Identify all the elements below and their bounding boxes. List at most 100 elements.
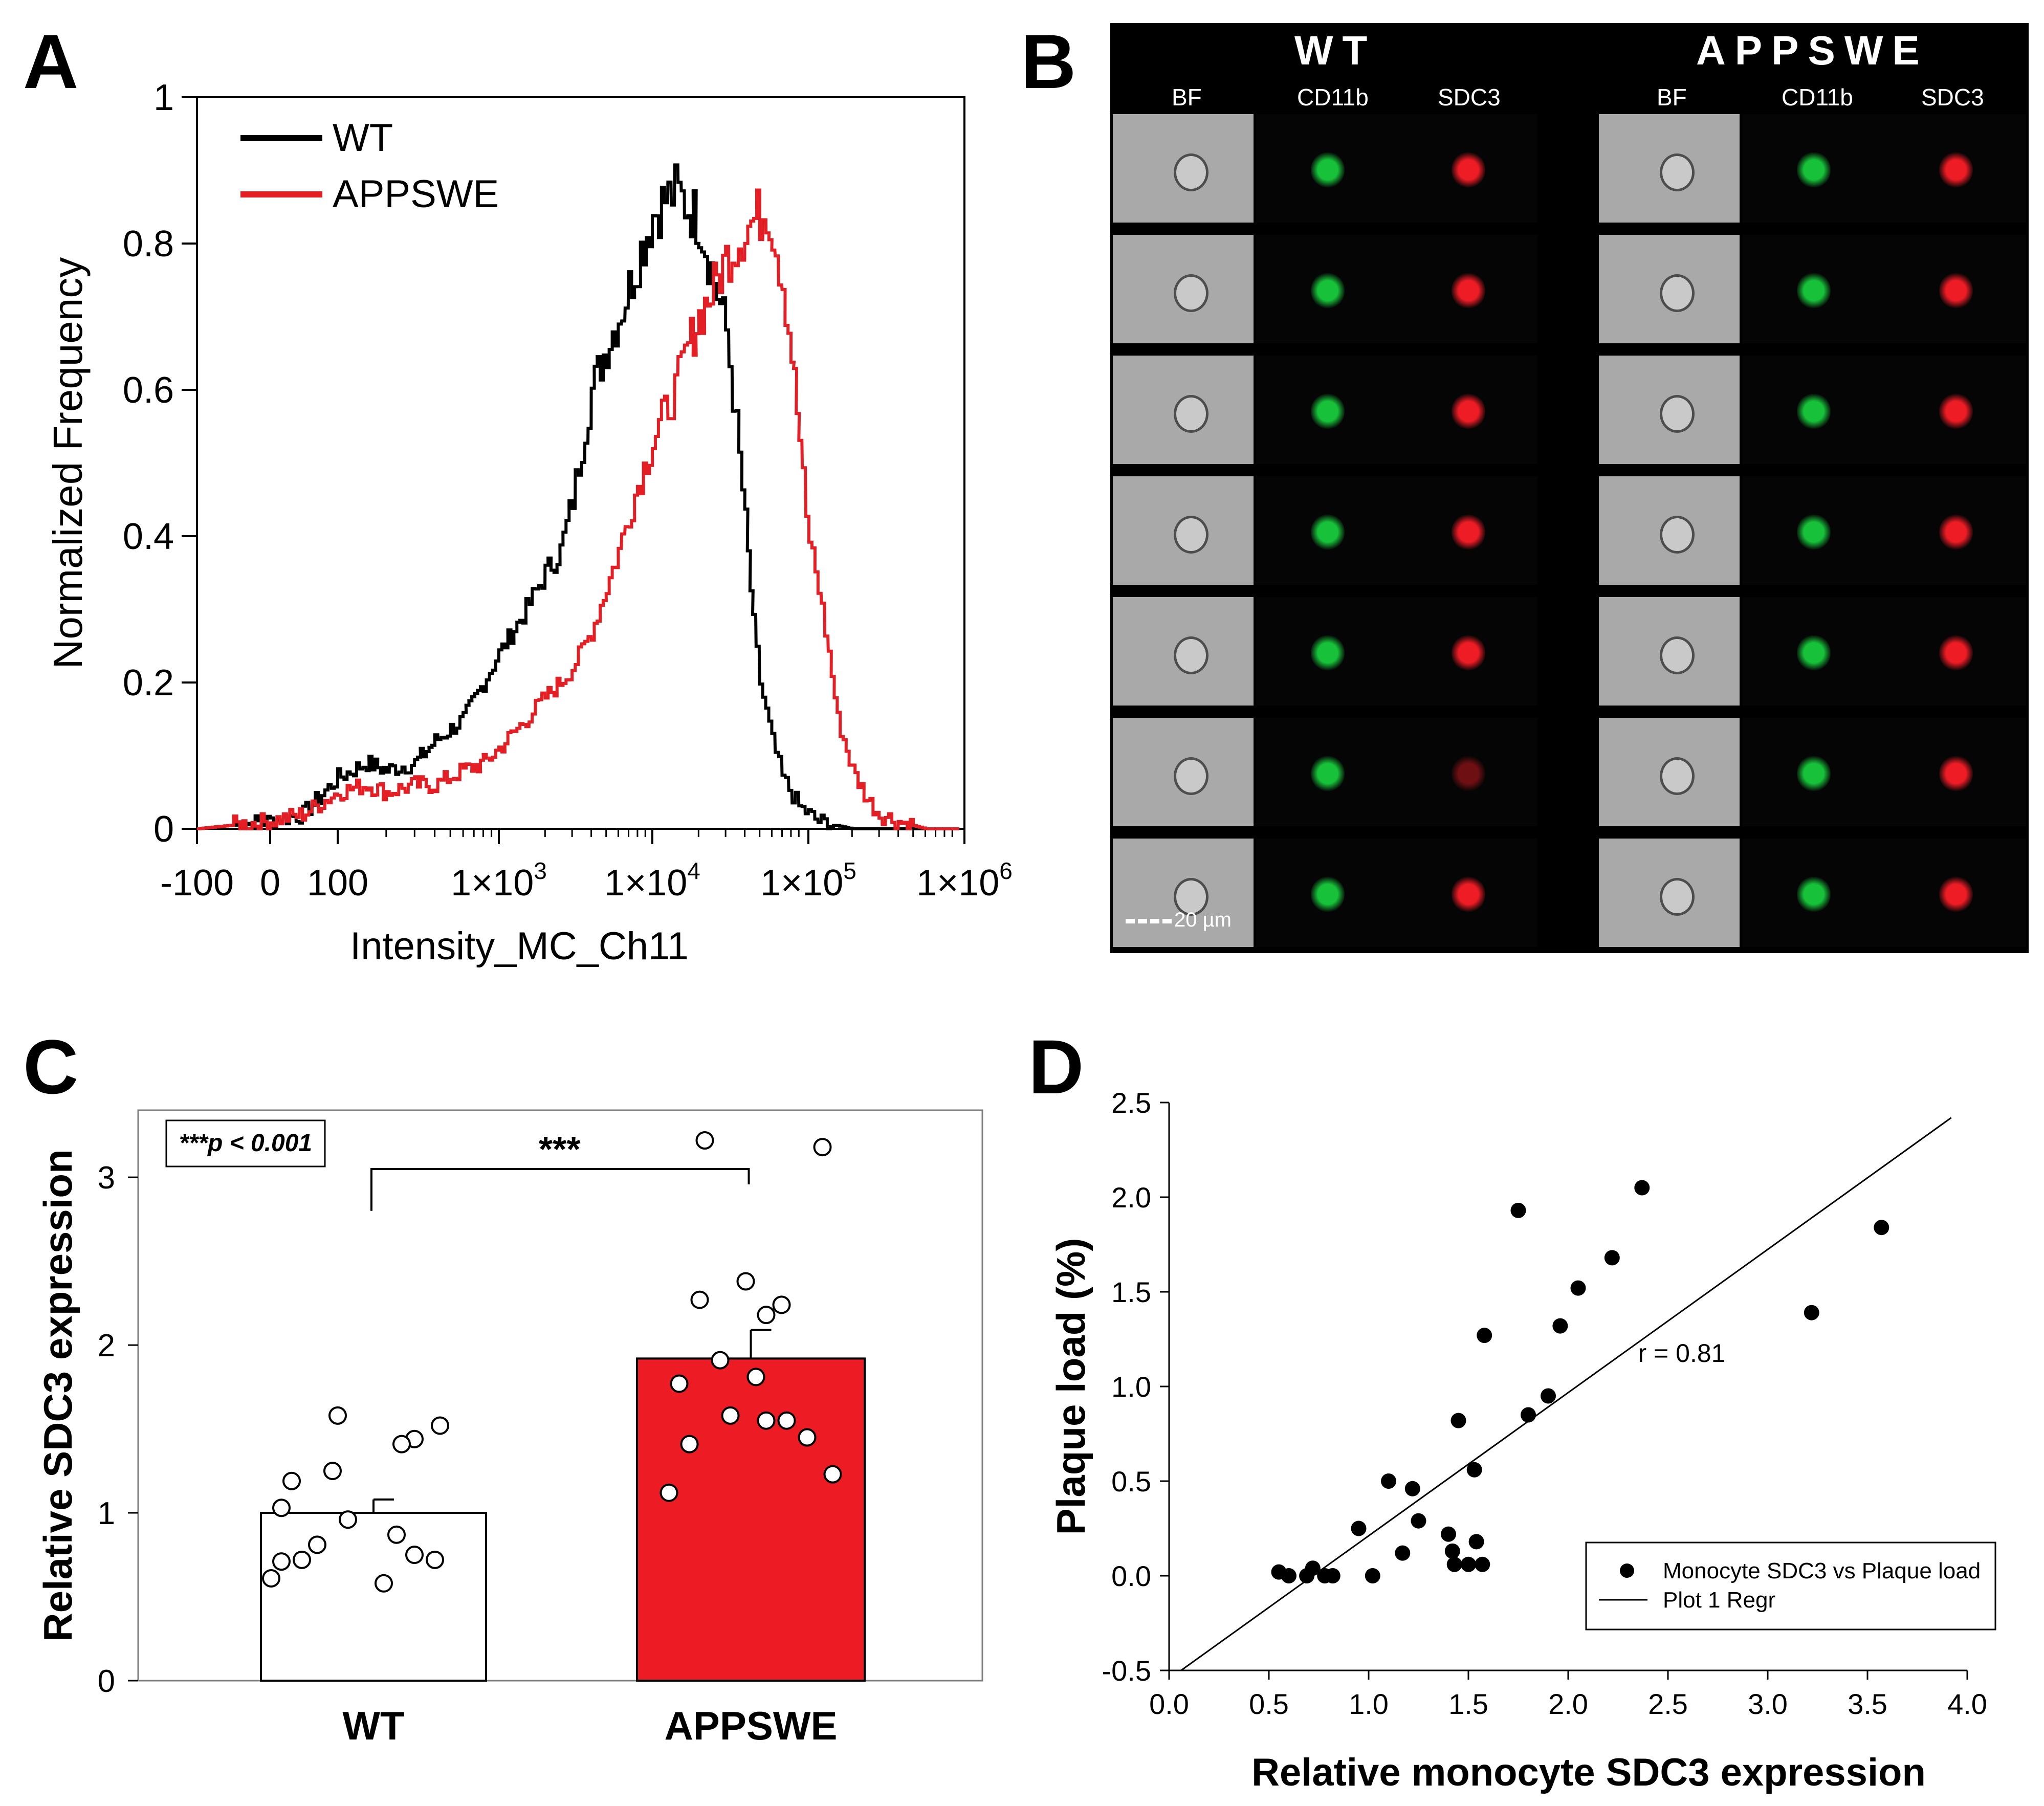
- chart-d-data-point: [1874, 1220, 1889, 1236]
- cell-brightfield: [1173, 274, 1208, 312]
- cell-cd11b-stain: [1797, 634, 1831, 671]
- chart-c-data-point: [308, 1535, 326, 1554]
- cell-cd11b-stain: [1311, 634, 1345, 671]
- chart-d-data-point: [1466, 1462, 1482, 1478]
- panel-b-cell-green: [1256, 235, 1399, 343]
- chart-d-data-point: [1552, 1318, 1568, 1334]
- cell-sdc3-stain: [1939, 755, 1973, 792]
- panel-label-b: B: [1021, 18, 1076, 104]
- chart-d-data-point: [1395, 1545, 1411, 1561]
- cell-sdc3-stain: [1939, 393, 1973, 430]
- cell-brightfield: [1173, 395, 1208, 433]
- panel-b-group-wt: WT: [1294, 28, 1377, 73]
- panel-b-cell-red: [1885, 476, 2026, 585]
- scale-bar-line: [1126, 919, 1172, 923]
- cell-sdc3-stain: [1939, 876, 1973, 913]
- chart-d-x-tick-label: 1.0: [1349, 1688, 1389, 1720]
- chart-c-y-tick-label: 3: [98, 1160, 115, 1196]
- panel-b-cell-green: [1256, 356, 1399, 464]
- chart-d-x-tick-label: 4.0: [1947, 1688, 1987, 1720]
- panel-b-cell-green: [1256, 839, 1399, 947]
- panel-b-cell-red: [1885, 839, 2026, 947]
- chart-c-annotation: ***p < 0.001: [179, 1130, 312, 1157]
- panel-b-channel-bf-wt: BF: [1172, 84, 1202, 111]
- panel-b-cell-green: [1742, 356, 1885, 464]
- chart-a-x-tick-label: 1×105: [760, 857, 856, 904]
- chart-c-data-point: [328, 1406, 347, 1425]
- panel-b-cell-green: [1256, 597, 1399, 706]
- cell-sdc3-stain: [1939, 634, 1973, 671]
- panel-b-cell-bf: [1599, 476, 1740, 585]
- chart-d-y-tick-label: 1.0: [1111, 1371, 1151, 1403]
- chart-a-legend-label: APPSWE: [333, 172, 499, 216]
- panel-b-cell-green: [1742, 235, 1885, 343]
- panel-b-cell-bf: [1113, 356, 1254, 464]
- chart-a-series-appswe: [197, 188, 959, 830]
- cell-sdc3-stain: [1939, 151, 1973, 188]
- chart-a-xlabel: Intensity_MC_Ch11: [350, 924, 689, 968]
- chart-c-bar: 0 1 2 3 WT APPSWE *** ***p < 0.001 Relative SDC3…: [35, 1109, 983, 1748]
- chart-c-category-label: APPSWE: [664, 1703, 837, 1748]
- chart-c-data-point: [339, 1510, 357, 1529]
- panel-b-cell-bf: [1113, 597, 1254, 706]
- chart-c-data-point: [690, 1290, 709, 1309]
- chart-c-data-point: [711, 1351, 730, 1370]
- chart-c-data-point: [282, 1471, 301, 1490]
- chart-a-x-tick-label: 1×106: [916, 857, 1013, 904]
- cell-sdc3-stain: [1452, 514, 1485, 550]
- cell-cd11b-stain: [1311, 514, 1345, 550]
- cell-sdc3-stain: [1452, 151, 1485, 188]
- chart-d-data-point: [1404, 1481, 1420, 1496]
- cell-brightfield: [1659, 516, 1695, 554]
- chart-c-data-point: [757, 1306, 776, 1325]
- chart-d-data-point: [1510, 1202, 1526, 1218]
- chart-c-data-point: [670, 1374, 689, 1393]
- chart-d-data-point: [1365, 1568, 1380, 1583]
- chart-c-data-point: [431, 1416, 449, 1435]
- panel-label-a: A: [23, 18, 79, 104]
- cell-sdc3-stain: [1452, 393, 1485, 430]
- chart-d-data-point: [1325, 1568, 1340, 1583]
- chart-c-y-tick-label: 2: [98, 1328, 115, 1363]
- panel-label-d: D: [1028, 1024, 1084, 1110]
- chart-c-data-point: [757, 1411, 776, 1430]
- scale-bar-label: 20 µm: [1174, 909, 1232, 931]
- panel-b-cell-bf: [1599, 356, 1740, 464]
- chart-c-data-point: [680, 1435, 699, 1453]
- cell-cd11b-stain: [1311, 272, 1345, 309]
- cell-brightfield: [1173, 636, 1208, 674]
- cell-brightfield: [1659, 395, 1695, 433]
- panel-b-cell-bf: [1599, 597, 1740, 706]
- chart-d-data-point: [1444, 1543, 1460, 1559]
- panel-b-cell-red: [1399, 718, 1537, 826]
- panel-b-image-grid: WT APPSWE BF CD11b SDC3 BF CD11b SDC3 20…: [1110, 23, 2029, 953]
- chart-c-y-tick-label: 0: [98, 1664, 115, 1699]
- chart-a-x-tick-label: 1×104: [604, 857, 700, 904]
- cell-brightfield: [1173, 757, 1208, 795]
- chart-c-category-label: WT: [342, 1703, 404, 1748]
- chart-d-x-tick-label: 1.5: [1448, 1688, 1488, 1720]
- panel-b-channel-sdc3-wt: SDC3: [1438, 84, 1501, 111]
- chart-c-data-point: [293, 1550, 311, 1569]
- cell-cd11b-stain: [1797, 151, 1831, 188]
- cell-brightfield: [1173, 153, 1208, 191]
- chart-c-data-point: [392, 1435, 411, 1453]
- chart-c-frame: [137, 1109, 983, 1682]
- panel-b-cell-green: [1742, 839, 1885, 947]
- chart-d-xlabel: Relative monocyte SDC3 expression: [1251, 1751, 1926, 1794]
- chart-c-data-point: [426, 1550, 444, 1569]
- panel-b-cell-red: [1885, 718, 2026, 826]
- cell-cd11b-stain: [1797, 514, 1831, 550]
- chart-c-data-point: [736, 1272, 755, 1291]
- chart-d-data-point: [1634, 1180, 1650, 1196]
- panel-b-cell-green: [1256, 718, 1399, 826]
- chart-a-x-tick-exponent: 3: [534, 857, 547, 884]
- chart-d-r-value: r = 0.81: [1638, 1339, 1726, 1368]
- chart-c-data-point: [387, 1525, 406, 1544]
- chart-c-data-point: [777, 1411, 796, 1430]
- chart-d-y-tick-label: 2.5: [1111, 1087, 1151, 1119]
- chart-d-data-point: [1804, 1305, 1819, 1320]
- chart-c-data-point: [695, 1131, 714, 1150]
- cell-sdc3-stain: [1452, 272, 1485, 309]
- cell-cd11b-stain: [1311, 393, 1345, 430]
